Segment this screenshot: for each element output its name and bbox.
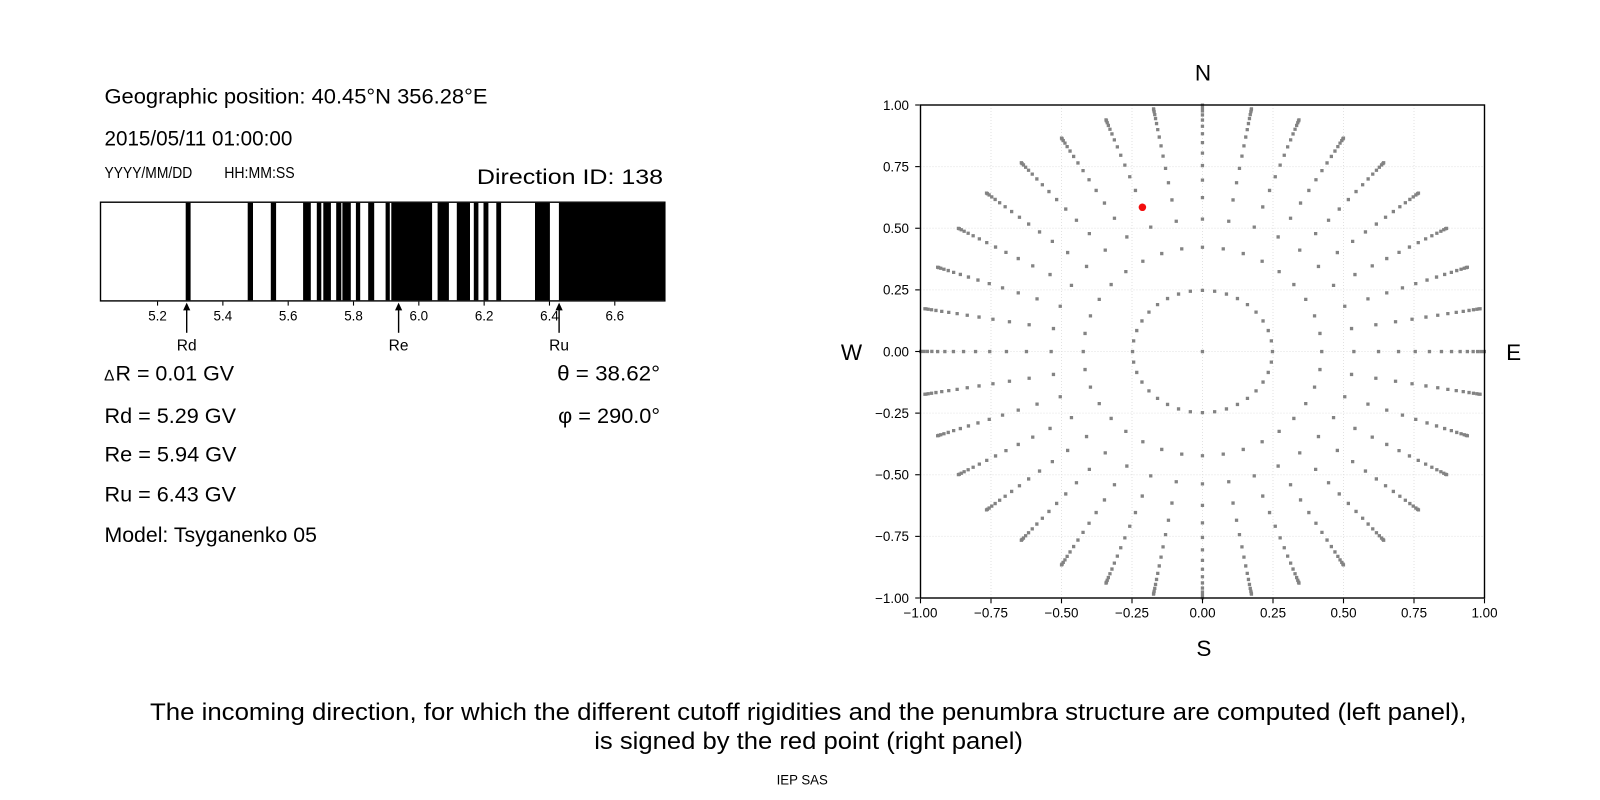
svg-text:Rd: Rd [177, 337, 197, 354]
svg-text:−0.50: −0.50 [875, 468, 909, 483]
svg-text:φ = 290.0°: φ = 290.0° [558, 404, 660, 428]
svg-text:−1.00: −1.00 [904, 606, 938, 621]
svg-text:HH:MM:SS: HH:MM:SS [224, 165, 295, 182]
svg-text:is signed by the red point (ri: is signed by the red point (right panel) [594, 728, 1023, 755]
svg-text:6.6: 6.6 [605, 308, 624, 323]
svg-text:−0.25: −0.25 [875, 406, 909, 421]
svg-text:The incoming direction, for wh: The incoming direction, for which the di… [150, 699, 1467, 726]
svg-text:R = 0.01 GV: R = 0.01 GV [116, 361, 235, 385]
svg-text:0.50: 0.50 [1330, 606, 1356, 621]
svg-text:5.4: 5.4 [214, 308, 233, 323]
svg-text:−0.25: −0.25 [1115, 606, 1149, 621]
svg-text:0.25: 0.25 [883, 283, 909, 298]
svg-text:5.8: 5.8 [344, 308, 363, 323]
svg-text:θ = 38.62°: θ = 38.62° [557, 361, 660, 385]
svg-text:0.00: 0.00 [883, 344, 909, 359]
svg-text:0.50: 0.50 [883, 221, 909, 236]
svg-text:W: W [841, 340, 863, 365]
svg-text:6.4: 6.4 [540, 308, 559, 323]
svg-text:−0.75: −0.75 [974, 606, 1008, 621]
svg-text:E: E [1506, 340, 1521, 365]
svg-text:−0.75: −0.75 [875, 529, 909, 544]
svg-text:−1.00: −1.00 [875, 591, 909, 606]
svg-text:0.75: 0.75 [1401, 606, 1427, 621]
svg-text:5.6: 5.6 [279, 308, 298, 323]
svg-text:Direction ID: 138: Direction ID: 138 [477, 165, 663, 189]
svg-text:Geographic position: 40.45°N 3: Geographic position: 40.45°N 356.28°E [105, 84, 488, 108]
svg-text:Ru = 6.43 GV: Ru = 6.43 GV [105, 482, 237, 506]
svg-text:0.25: 0.25 [1260, 606, 1286, 621]
svg-text:S: S [1196, 636, 1211, 661]
svg-text:Re = 5.94 GV: Re = 5.94 GV [105, 442, 238, 466]
svg-text:Re: Re [389, 337, 409, 354]
svg-text:0.75: 0.75 [883, 159, 909, 174]
svg-text:0.00: 0.00 [1189, 606, 1215, 621]
svg-text:N: N [1195, 60, 1211, 85]
svg-text:−0.50: −0.50 [1045, 606, 1079, 621]
svg-text:IEP SAS: IEP SAS [777, 771, 828, 787]
svg-text:Rd = 5.29 GV: Rd = 5.29 GV [105, 404, 237, 428]
svg-text:6.0: 6.0 [410, 308, 429, 323]
svg-text:∆: ∆ [105, 367, 115, 384]
svg-text:5.2: 5.2 [148, 308, 167, 323]
svg-text:Ru: Ru [549, 337, 569, 354]
svg-text:Model: Tsyganenko 05: Model: Tsyganenko 05 [105, 523, 317, 547]
svg-text:1.00: 1.00 [1471, 606, 1497, 621]
svg-text:YYYY/MM/DD: YYYY/MM/DD [105, 165, 193, 182]
svg-text:1.00: 1.00 [883, 98, 909, 113]
svg-text:2015/05/11 01:00:00: 2015/05/11 01:00:00 [105, 126, 293, 150]
svg-text:6.2: 6.2 [475, 308, 494, 323]
